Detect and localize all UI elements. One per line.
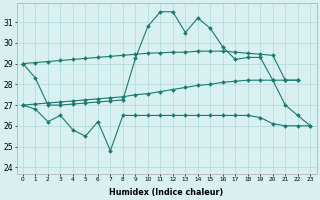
X-axis label: Humidex (Indice chaleur): Humidex (Indice chaleur) (109, 188, 224, 197)
